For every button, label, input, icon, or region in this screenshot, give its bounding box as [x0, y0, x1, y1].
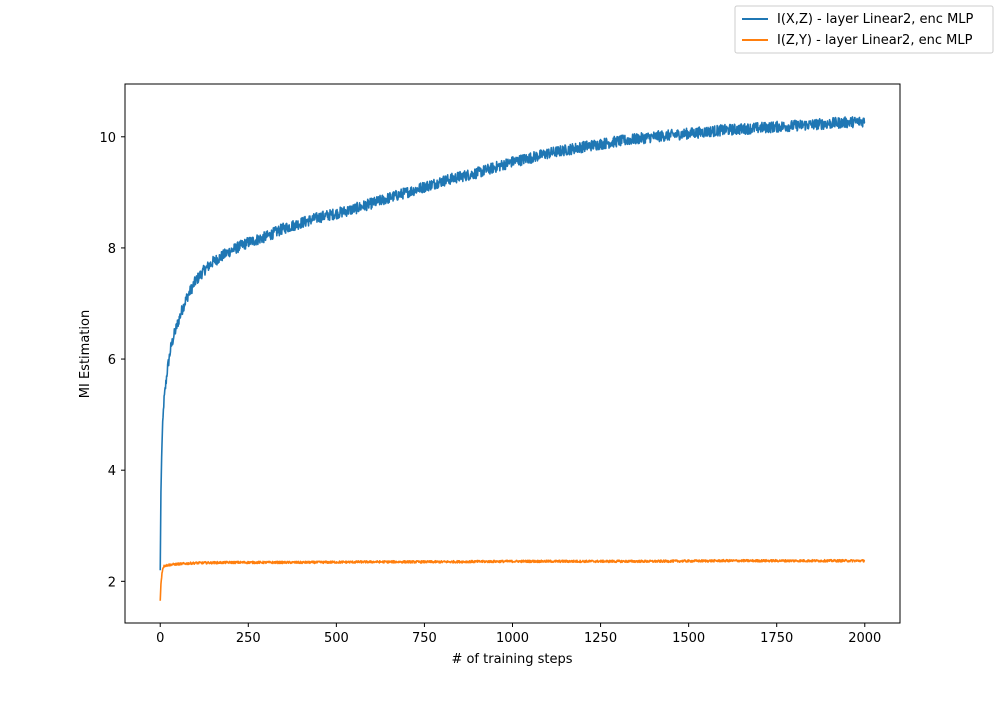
x-tick-label: 0 [156, 631, 164, 646]
y-tick-label: 10 [99, 131, 116, 146]
x-axis: 0 250 500 750 1000 1250 1500 1750 2000 [156, 623, 881, 646]
y-tick-label: 8 [108, 242, 116, 257]
x-tick-label: 250 [236, 631, 261, 646]
series-line-0 [159, 116, 866, 571]
series-layer [159, 116, 866, 601]
legend-label-izy: I(Z,Y) - layer Linear2, enc MLP [777, 33, 973, 48]
legend-box [734, 5, 994, 54]
x-tick-label: 1000 [496, 631, 529, 646]
x-tick-label: 1750 [760, 631, 793, 646]
legend: I(X,Z) - layer Linear2, enc MLP I(Z,Y) -… [734, 5, 994, 54]
y-axis-label: MI Estimation [78, 310, 93, 398]
x-tick-label: 1500 [672, 631, 705, 646]
x-tick-label: 750 [412, 631, 437, 646]
x-tick-label: 1250 [584, 631, 617, 646]
legend-label-ixz: I(X,Z) - layer Linear2, enc MLP [777, 12, 974, 27]
y-tick-label: 6 [108, 353, 116, 368]
x-axis-label: # of training steps [451, 652, 572, 667]
y-tick-label: 2 [108, 575, 116, 590]
series-line-1 [159, 558, 866, 601]
x-tick-label: 2000 [848, 631, 881, 646]
x-tick-label: 500 [324, 631, 349, 646]
y-axis: 2 4 6 8 10 [99, 131, 125, 590]
y-tick-label: 4 [108, 464, 116, 479]
